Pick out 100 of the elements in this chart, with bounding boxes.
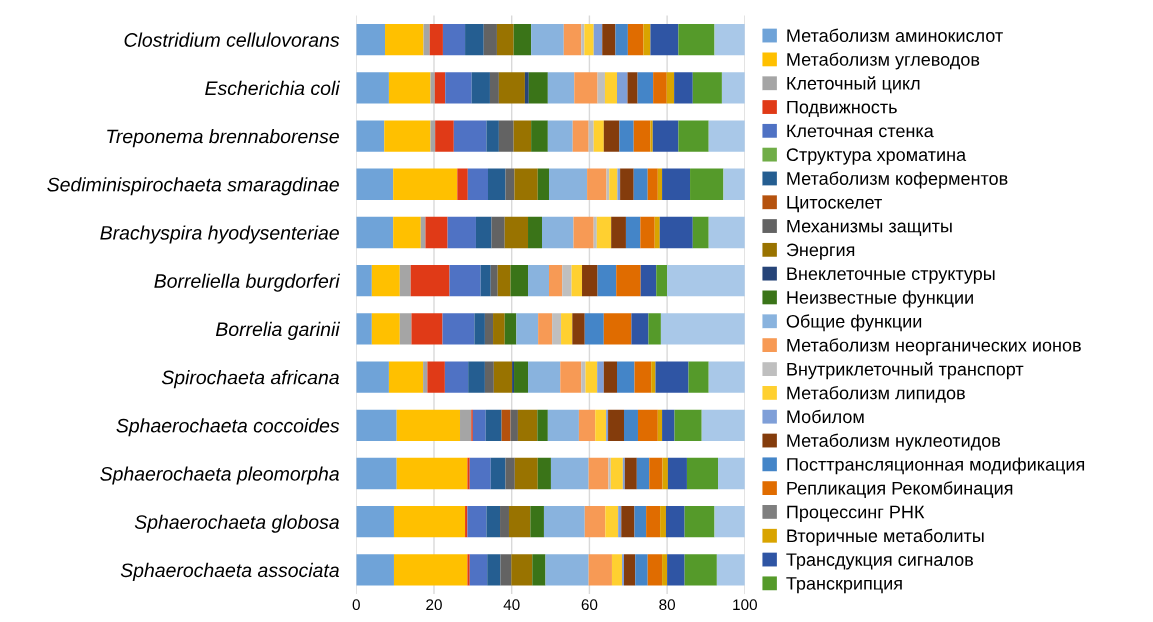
bar — [508, 506, 531, 538]
bar — [581, 361, 586, 393]
bar — [640, 265, 657, 297]
bar — [633, 168, 648, 200]
bar — [593, 120, 604, 152]
bar — [588, 554, 612, 586]
bar — [356, 554, 394, 586]
bar — [624, 409, 638, 441]
bar — [356, 506, 394, 538]
bar — [678, 120, 709, 152]
legend-label: Внутриклеточный транспорт — [787, 361, 1024, 380]
bar — [678, 23, 715, 56]
bar — [611, 216, 626, 249]
bar — [388, 72, 431, 104]
bar — [665, 506, 685, 538]
bar — [662, 168, 691, 200]
legend-label: Процессинг РНК — [787, 505, 925, 522]
bar — [547, 72, 575, 104]
bar — [667, 457, 687, 490]
bar — [619, 120, 634, 152]
bar — [667, 265, 745, 297]
bar — [657, 168, 663, 200]
legend-label: Метаболизм нуклеотидов — [787, 433, 1001, 451]
bar — [595, 409, 607, 441]
y-tick-label: Spirochaeta africana — [161, 370, 339, 389]
y-tick-label: Borreliella burgdorferi — [154, 273, 341, 292]
legend-label: Метаболизм неорганических ионов — [787, 338, 1081, 356]
bar — [474, 313, 485, 345]
bar — [618, 506, 622, 538]
bar — [716, 554, 745, 586]
bar — [430, 120, 436, 152]
legend-label: Репликация Рекомбинация — [787, 481, 1013, 498]
bar — [708, 216, 745, 249]
x-tick-label: 40 — [503, 599, 520, 611]
x-tick-label: 20 — [426, 599, 442, 611]
bar — [460, 409, 472, 441]
bar — [511, 554, 533, 586]
bar — [467, 457, 470, 490]
bar — [427, 361, 445, 393]
bar — [649, 457, 663, 490]
bar — [605, 506, 619, 538]
bar — [659, 216, 693, 249]
bar — [581, 23, 585, 56]
x-tick-label: 0 — [352, 599, 360, 611]
bar — [597, 361, 604, 393]
legend-label: Цитоскелет — [787, 196, 882, 213]
bar — [488, 168, 506, 200]
bar — [621, 506, 635, 538]
bar — [588, 457, 609, 490]
bar — [547, 409, 579, 441]
bar — [513, 23, 532, 56]
bar — [393, 506, 466, 538]
bar — [538, 313, 553, 345]
bar — [393, 554, 468, 586]
bar — [531, 120, 548, 152]
bar — [708, 120, 745, 152]
bar — [561, 313, 573, 345]
legend-label: Неизвестные функции — [787, 290, 973, 308]
bar — [531, 23, 564, 56]
legend-label: Внеклеточные структуры — [787, 267, 995, 284]
legend-label: Общие функции — [786, 314, 922, 332]
bar — [442, 313, 475, 345]
bar — [646, 506, 661, 538]
bar — [585, 361, 598, 393]
bar — [469, 554, 488, 586]
bar — [493, 361, 513, 393]
y-tick-label: Sphaerochaeta pleomorpha — [100, 466, 339, 485]
bar — [465, 23, 484, 56]
bar — [617, 168, 621, 200]
bar — [505, 457, 515, 490]
bar — [514, 168, 538, 200]
bar — [430, 72, 435, 104]
bar — [620, 168, 634, 200]
bar — [486, 506, 501, 538]
legend-label: Клеточный цикл — [787, 76, 920, 94]
bar — [423, 23, 430, 56]
bar — [708, 361, 745, 393]
bar — [513, 120, 532, 152]
bar — [647, 554, 663, 586]
bar — [603, 120, 620, 152]
bar — [528, 72, 548, 104]
bar — [467, 168, 488, 200]
bar — [356, 168, 394, 200]
bar — [660, 313, 745, 345]
bar — [504, 313, 517, 345]
bar — [487, 554, 501, 586]
bar — [625, 216, 641, 249]
legend-label: Структура хроматина — [786, 148, 967, 165]
bar — [651, 361, 656, 393]
y-tick-label: Sediminispirochaeta smaragdinae — [47, 177, 339, 196]
bar — [588, 120, 594, 152]
bar — [388, 361, 424, 393]
bar — [501, 409, 511, 441]
y-tick-label: Clostridium cellulovorans — [124, 32, 340, 47]
bar — [393, 168, 458, 200]
bar — [615, 23, 628, 56]
bar — [593, 216, 597, 249]
bar — [653, 72, 667, 104]
bar — [516, 313, 539, 345]
bar — [356, 72, 389, 104]
